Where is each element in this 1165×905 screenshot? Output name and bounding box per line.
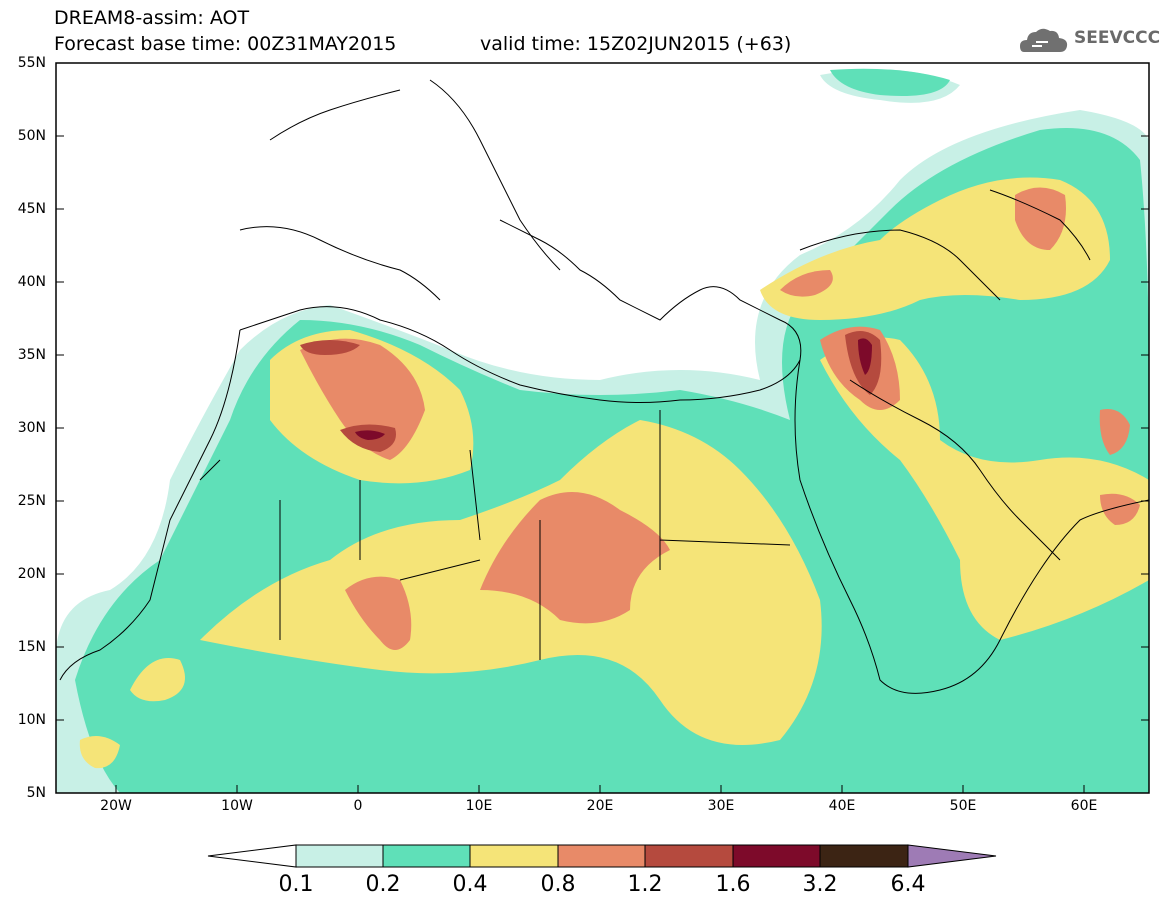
aot-field-very-high: [780, 270, 833, 297]
lon-label: 20E: [586, 798, 614, 814]
lat-label: 45N: [17, 201, 46, 217]
aot-field-very-high: [345, 576, 412, 650]
lon-label: 10E: [465, 798, 493, 814]
colorbar-max-arrow: [907, 844, 997, 868]
lon-label: 10W: [221, 798, 253, 814]
aot-field-very-high: [1099, 409, 1130, 455]
aot-field-peak: [355, 430, 385, 440]
coastlines: [59, 79, 1149, 694]
colorbar-label: 3.2: [802, 872, 838, 897]
lat-label: 55N: [17, 55, 46, 71]
lon-label: 50E: [949, 798, 977, 814]
title-line-2: Forecast base time: 00Z31MAY2015: [54, 33, 397, 55]
lat-label: 35N: [17, 347, 46, 363]
lat-label: 10N: [17, 712, 46, 728]
colorbar-bin: [295, 844, 384, 868]
lon-ticks: [115, 785, 1085, 793]
lat-label: 30N: [17, 420, 46, 436]
aot-field-medium: [830, 68, 950, 96]
lon-label: 40E: [828, 798, 856, 814]
aot-field-high: [130, 658, 185, 702]
aot-field-very-high: [480, 492, 670, 624]
colorbar-bin: [819, 844, 909, 868]
lat-label: 50N: [17, 128, 46, 144]
lon-label: 20W: [100, 798, 132, 814]
lat-label: 5N: [26, 785, 46, 801]
colorbar-bin: [732, 844, 821, 868]
lat-label: 20N: [17, 566, 46, 582]
lat-label: 25N: [17, 493, 46, 509]
title-line-1: DREAM8-assim: AOT: [54, 7, 250, 29]
aot-field-high: [820, 337, 1149, 640]
colorbar-label: 1.2: [627, 872, 663, 897]
colorbar-min-arrow: [207, 844, 297, 868]
aot-field-very-high: [1015, 187, 1066, 250]
valid-time: valid time: 15Z02JUN2015 (+63): [480, 33, 792, 55]
aot-field-very-high: [1100, 493, 1140, 525]
colorbar-label: 6.4: [890, 872, 926, 897]
aot-field-extreme: [300, 340, 360, 355]
colorbar-label: 0.2: [365, 872, 401, 897]
colorbar: [207, 844, 997, 868]
lat-ticks: [56, 62, 1149, 721]
colorbar-label: 0.1: [278, 872, 314, 897]
colorbar-bin: [469, 844, 559, 868]
lon-label: 0: [353, 798, 363, 814]
colorbar-label: 0.4: [452, 872, 488, 897]
aot-fields: [56, 63, 1149, 793]
cloud-icon: [1020, 28, 1068, 52]
aot-field-high: [79, 736, 120, 769]
colorbar-label: 1.6: [715, 872, 751, 897]
lat-label: 40N: [17, 274, 46, 290]
colorbar-bin: [382, 844, 471, 868]
colorbar-bin: [557, 844, 646, 868]
aot-field-peak: [858, 338, 872, 375]
logo-text: SEEVCCC: [1074, 28, 1161, 48]
lon-label: 30E: [707, 798, 735, 814]
colorbar-bin: [644, 844, 734, 868]
lat-label: 15N: [17, 639, 46, 655]
lon-label: 60E: [1070, 798, 1098, 814]
colorbar-label: 0.8: [540, 872, 576, 897]
